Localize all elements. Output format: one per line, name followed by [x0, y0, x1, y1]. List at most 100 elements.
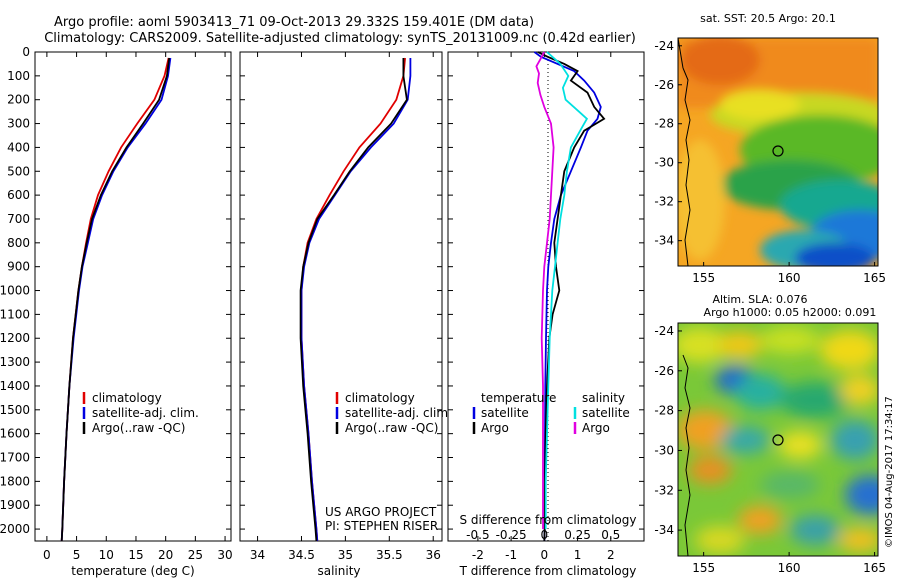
sal-legend-argo: Argo(..raw -QC) — [345, 421, 438, 435]
sst-map-ytick-label: -24 — [654, 39, 674, 53]
sst-map-xtick-label: 160 — [778, 271, 801, 285]
legend-climatology: climatology — [92, 391, 162, 405]
sal-xtick-label: 36 — [426, 548, 441, 562]
diff-xtick-label: -2 — [472, 548, 484, 562]
depth-tick-label: 500 — [7, 164, 30, 178]
legend-argo: Argo(..raw -QC) — [92, 421, 185, 435]
depth-tick-label: 1400 — [0, 379, 30, 393]
depth-tick-label: 1500 — [0, 403, 30, 417]
sal-xtick-label: 35.5 — [376, 548, 403, 562]
depth-tick-label: 100 — [7, 69, 30, 83]
temp-xtick-label: 10 — [99, 548, 114, 562]
legend-temperature: temperature — [481, 391, 556, 405]
temp-series-2 — [60, 57, 171, 542]
depth-tick-label: 900 — [7, 260, 30, 274]
diff-top-tick-label: 0.25 — [564, 528, 591, 542]
temp-xtick-label: 30 — [217, 548, 232, 562]
sst-map: sat. SST: 20.5 Argo: 20.1 — [654, 12, 886, 285]
title-line1: Argo profile: aoml 5903413_71 09-Oct-201… — [54, 15, 534, 30]
temp-xtick-label: 20 — [158, 548, 173, 562]
diff-xtick-label: -1 — [505, 548, 517, 562]
legend-t-argo: Argo — [481, 421, 509, 435]
legend-salinity: salinity — [582, 391, 625, 405]
diff-xlabel-top: S difference from climatology — [460, 513, 637, 527]
temp-xtick-label: 0 — [43, 548, 51, 562]
sal-xtick-label: 35 — [338, 548, 353, 562]
sla-map-xtick-label: 160 — [778, 561, 801, 575]
sal-legend-satellite: satellite-adj. clim. — [345, 406, 452, 420]
sla-map-xtick-label: 165 — [863, 561, 886, 575]
legend-s-argo: Argo — [582, 421, 610, 435]
salinity-legend: climatology satellite-adj. clim. Argo(..… — [335, 391, 452, 435]
depth-tick-label: 1100 — [0, 307, 30, 321]
depth-tick-label: 1900 — [0, 498, 30, 512]
sst-map-ytick-label: -28 — [654, 117, 674, 131]
depth-tick-label: 1600 — [0, 427, 30, 441]
temperature-xlabel: temperature (deg C) — [71, 564, 194, 578]
sst-map-ytick-label: -26 — [654, 78, 674, 92]
depth-tick-label: 800 — [7, 236, 30, 250]
diff-series-1 — [537, 51, 606, 542]
legend-t-satellite: satellite — [481, 406, 529, 420]
sla-map-ytick-label: -26 — [654, 364, 674, 378]
sla-map-title2: Argo h1000: 0.05 h2000: 0.091 — [704, 306, 877, 319]
depth-tick-label: 2000 — [0, 522, 30, 536]
sla-map-ytick-label: -34 — [654, 523, 674, 537]
argo-position-marker-1 — [772, 145, 784, 157]
argo-position-marker-2 — [772, 434, 784, 446]
diff-top-tick-label: -0.5 — [466, 528, 489, 542]
sst-map-ytick-label: -34 — [654, 234, 674, 248]
depth-tick-label: 1200 — [0, 331, 30, 345]
depth-tick-label: 1700 — [0, 451, 30, 465]
sla-map-title1: Altim. SLA: 0.076 — [712, 293, 807, 306]
sst-map-ytick-label: -30 — [654, 156, 674, 170]
diff-legend: temperature salinity satellite Argo sate… — [472, 391, 630, 435]
depth-tick-label: 700 — [7, 212, 30, 226]
salinity-panel: 34 34.5 35 35.5 36 salinity climatology sate… — [239, 51, 452, 578]
sst-map-title: sat. SST: 20.5 Argo: 20.1 — [700, 12, 836, 25]
temperature-legend: climatology satellite-adj. clim. Argo(..… — [82, 391, 199, 435]
project-line2: PI: STEPHEN RISER — [325, 519, 438, 533]
diff-xtick-label: 1 — [574, 548, 582, 562]
diff-series-3 — [535, 51, 555, 530]
title-line2: Climatology: CARS2009. Satellite-adjuste… — [44, 31, 636, 46]
salinity-xlabel: salinity — [317, 564, 360, 578]
depth-tick-label: 200 — [7, 93, 30, 107]
sla-map-ytick-label: -32 — [654, 483, 674, 497]
temp-xtick-label: 5 — [73, 548, 81, 562]
diff-xtick-label: 0 — [541, 548, 549, 562]
temp-xtick-label: 15 — [128, 548, 143, 562]
project-line1: US ARGO PROJECT — [325, 505, 437, 519]
sal-xtick-label: 34 — [250, 548, 265, 562]
sal-series-2 — [299, 58, 408, 542]
legend-s-satellite: satellite — [582, 406, 630, 420]
depth-tick-label: 1800 — [0, 474, 30, 488]
sst-map-ytick-label: -32 — [654, 195, 674, 209]
temp-xtick-label: 25 — [188, 548, 203, 562]
sla-map-xtick-label: 155 — [692, 561, 715, 575]
sst-map-xtick-label: 165 — [863, 271, 886, 285]
diff-xlabel: T difference from climatology — [459, 564, 637, 578]
sal-xtick-label: 34.5 — [288, 548, 315, 562]
diff-top-tick-label: 0.5 — [601, 528, 620, 542]
difference-panel: -2 -1 0 1 2 S difference from climatology -0… — [447, 51, 645, 578]
diff-xtick-label: 2 — [607, 548, 615, 562]
depth-tick-label: 300 — [7, 117, 30, 131]
diff-series-2 — [544, 51, 589, 530]
diff-top-tick-label: -0.25 — [496, 528, 527, 542]
sla-map: Altim. SLA: 0.076 Argo h1000: 0.05 h2000… — [654, 293, 886, 575]
depth-tick-label: 0 — [22, 45, 30, 59]
depth-tick-label: 600 — [7, 188, 30, 202]
diff-top-tick-label: 0 — [541, 528, 549, 542]
depth-tick-label: 1000 — [0, 284, 30, 298]
sla-map-ytick-label: -24 — [654, 324, 674, 338]
legend-satellite: satellite-adj. clim. — [92, 406, 199, 420]
watermark: ©IMOS 04-Aug-2017 17:34:17 — [884, 396, 895, 548]
sla-map-ytick-label: -30 — [654, 443, 674, 457]
depth-tick-label: 400 — [7, 140, 30, 154]
sal-legend-climatology: climatology — [345, 391, 415, 405]
depth-tick-label: 1300 — [0, 355, 30, 369]
sla-map-ytick-label: -28 — [654, 404, 674, 418]
temperature-panel: 0100200300400500600700800900100011001200… — [0, 45, 233, 578]
